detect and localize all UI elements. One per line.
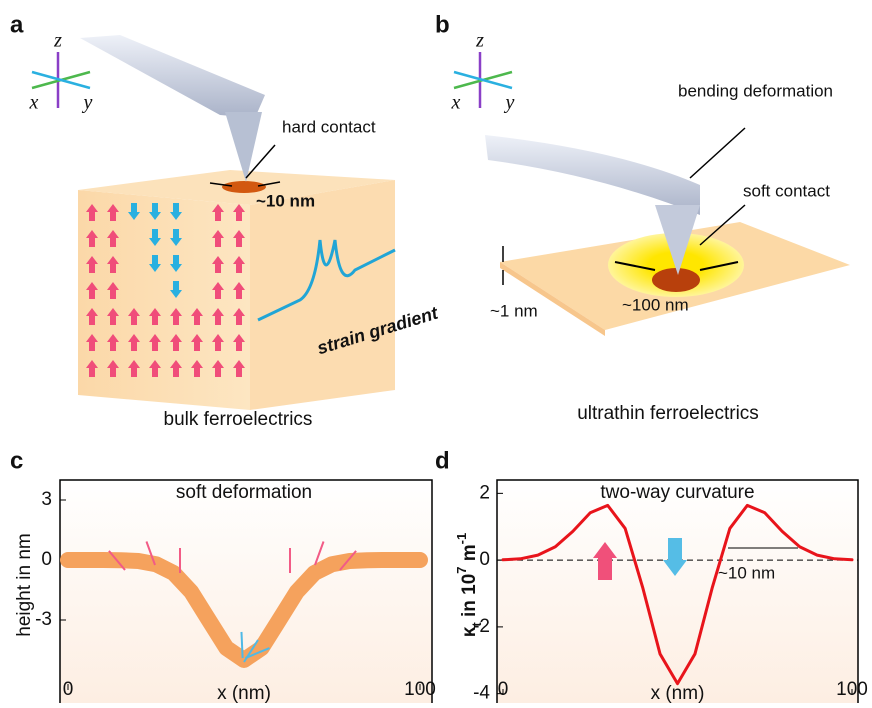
panel-letter: a bbox=[10, 11, 24, 38]
y-tick-label: 0 bbox=[41, 549, 52, 570]
x-tick-label: 0 bbox=[498, 679, 509, 700]
label: soft contact bbox=[743, 181, 830, 200]
y-tick-label: 3 bbox=[41, 489, 52, 510]
panel-letter: b bbox=[435, 11, 450, 38]
background bbox=[60, 480, 432, 703]
annotation: ~10 nm bbox=[718, 563, 775, 582]
axis-letter: z bbox=[53, 30, 62, 52]
y-label-part: 7 bbox=[454, 566, 469, 573]
x-tick-label: 0 bbox=[63, 679, 74, 700]
y-tick-label: -3 bbox=[35, 609, 52, 630]
cube-side bbox=[250, 180, 395, 410]
contact-spot bbox=[652, 268, 700, 292]
cube-front bbox=[78, 190, 250, 410]
figure: a b c d z x y z x y hard contact ~10 nm … bbox=[0, 0, 872, 703]
y-tick-label: 2 bbox=[479, 482, 490, 503]
label: ~1 nm bbox=[490, 301, 538, 320]
y-label: κt in 107 m-1 bbox=[454, 533, 484, 638]
axes-icon bbox=[454, 52, 512, 108]
y-label-part: in 10 bbox=[459, 574, 480, 623]
label: ~100 nm bbox=[622, 295, 689, 314]
y-label-part: κ bbox=[459, 626, 480, 637]
panel-letter: c bbox=[10, 447, 23, 474]
axes-icon bbox=[32, 52, 90, 108]
y-tick-label: 0 bbox=[479, 549, 490, 570]
annotation: two-way curvature bbox=[600, 482, 754, 503]
label: ~10 nm bbox=[256, 191, 315, 210]
axis-letter: y bbox=[82, 92, 93, 114]
pointer bbox=[690, 128, 745, 178]
label: hard contact bbox=[282, 117, 376, 136]
x-tick-label: 100 bbox=[836, 679, 868, 700]
y-label-part: m bbox=[459, 544, 480, 566]
background bbox=[497, 480, 858, 703]
cantilever bbox=[485, 135, 700, 215]
axis-letter: y bbox=[504, 92, 515, 114]
panel-letter: d bbox=[435, 447, 450, 474]
label: bending deformation bbox=[678, 81, 833, 100]
cantilever bbox=[80, 35, 265, 118]
annotation: soft deformation bbox=[176, 482, 312, 503]
axis-letter: x bbox=[29, 92, 39, 114]
x-label: x (nm) bbox=[651, 683, 705, 703]
axis-letter: z bbox=[475, 30, 484, 52]
x-label: x (nm) bbox=[217, 683, 271, 703]
caption: ultrathin ferroelectrics bbox=[577, 403, 759, 424]
caption: bulk ferroelectrics bbox=[164, 409, 313, 430]
axis-letter: x bbox=[451, 92, 461, 114]
x-tick-label: 100 bbox=[404, 679, 436, 700]
y-label: height in nm bbox=[14, 533, 35, 637]
y-label-part: -1 bbox=[454, 533, 469, 545]
y-tick-label: -4 bbox=[473, 683, 490, 703]
